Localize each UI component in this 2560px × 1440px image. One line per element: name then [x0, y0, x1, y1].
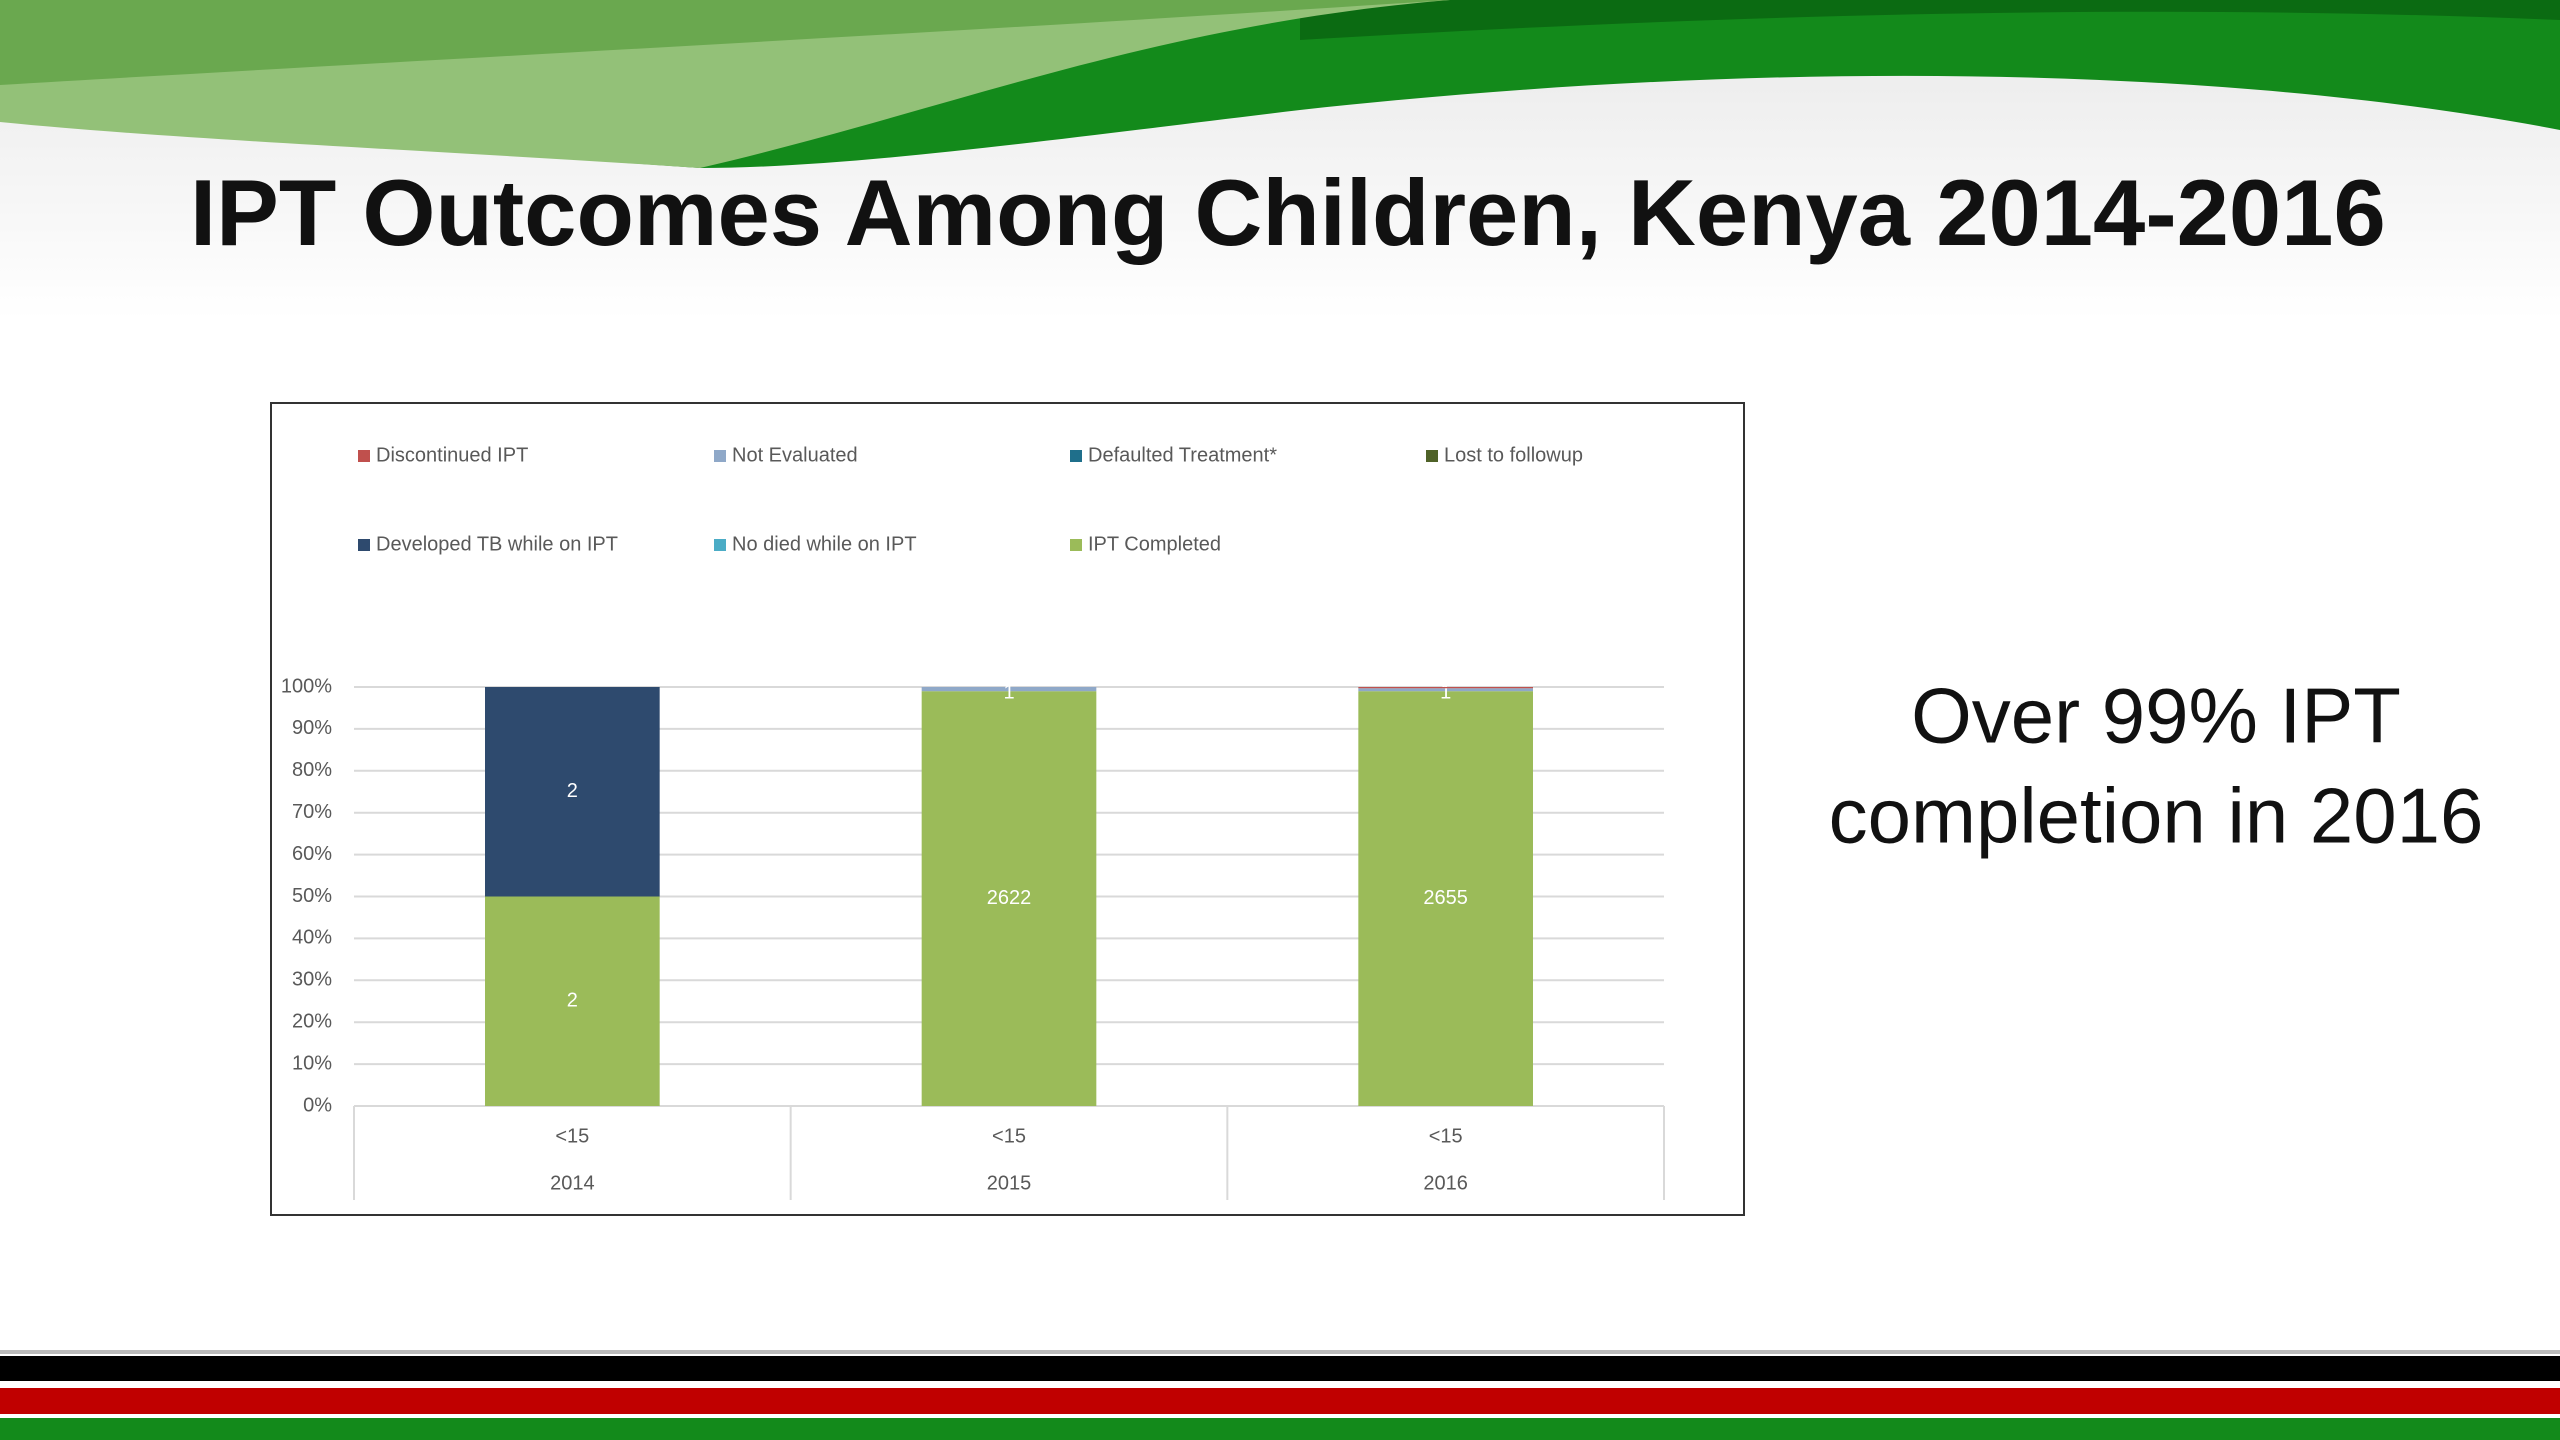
x-tick-label: <15: [555, 1125, 589, 1147]
y-tick-label: 70%: [292, 801, 332, 823]
x-group-label: 2014: [550, 1172, 595, 1194]
header-wave-mid: [0, 0, 1450, 85]
legend-swatch: [1426, 450, 1438, 462]
footer-stripe-red: [0, 1388, 2560, 1414]
y-tick-label: 30%: [292, 969, 332, 991]
footer-stripe-green: [0, 1418, 2560, 1440]
legend-swatch: [1070, 450, 1082, 462]
annotation: completion in 2016: [1829, 772, 2484, 860]
y-tick-label: 10%: [292, 1052, 332, 1074]
bar-segment: [1358, 688, 1533, 692]
data-label: 2: [567, 780, 578, 802]
bar-segment: [485, 687, 660, 897]
annotation: Over 99% IPT: [1911, 672, 2401, 760]
header-wave-deep: [1300, 0, 2560, 40]
legend-swatch: [714, 450, 726, 462]
y-tick-label: 0%: [303, 1094, 332, 1116]
x-group-label: 2016: [1423, 1172, 1468, 1194]
bar-segment: [485, 896, 660, 1106]
legend-swatch: [358, 539, 370, 551]
data-label: 2: [567, 990, 578, 1012]
y-tick-label: 20%: [292, 1010, 332, 1032]
footer-stripe-black: [0, 1356, 2560, 1381]
y-tick-label: 60%: [292, 843, 332, 865]
x-group-label: 2015: [987, 1172, 1032, 1194]
bar-segment: [1358, 687, 1533, 689]
y-tick-label: 80%: [292, 759, 332, 781]
legend-swatch: [714, 539, 726, 551]
legend-label: No died while on IPT: [732, 533, 917, 555]
legend-label: Developed TB while on IPT: [376, 533, 618, 555]
y-tick-label: 50%: [292, 885, 332, 907]
data-label: 1: [1003, 681, 1014, 703]
y-tick-label: 90%: [292, 717, 332, 739]
legend-label: IPT Completed: [1088, 533, 1221, 555]
legend-swatch: [1070, 539, 1082, 551]
x-tick-label: <15: [992, 1125, 1026, 1147]
legend-swatch: [358, 450, 370, 462]
legend-label: Defaulted Treatment*: [1088, 444, 1277, 466]
legend-label: Lost to followup: [1444, 444, 1583, 466]
legend-label: Discontinued IPT: [376, 444, 528, 466]
y-tick-label: 40%: [292, 927, 332, 949]
bar-segment: [921, 691, 1097, 1106]
bar-segment: [1358, 691, 1533, 1106]
x-tick-label: <15: [1429, 1125, 1463, 1147]
y-tick-label: 100%: [281, 675, 332, 697]
data-label: 1: [1440, 681, 1451, 703]
data-label: 2655: [1423, 887, 1468, 909]
data-label: 2622: [987, 887, 1032, 909]
footer-line: [0, 1350, 2560, 1354]
bar-segment: [921, 687, 1097, 692]
slide-title: IPT Outcomes Among Children, Kenya 2014-…: [190, 160, 2386, 265]
legend-label: Not Evaluated: [732, 444, 858, 466]
